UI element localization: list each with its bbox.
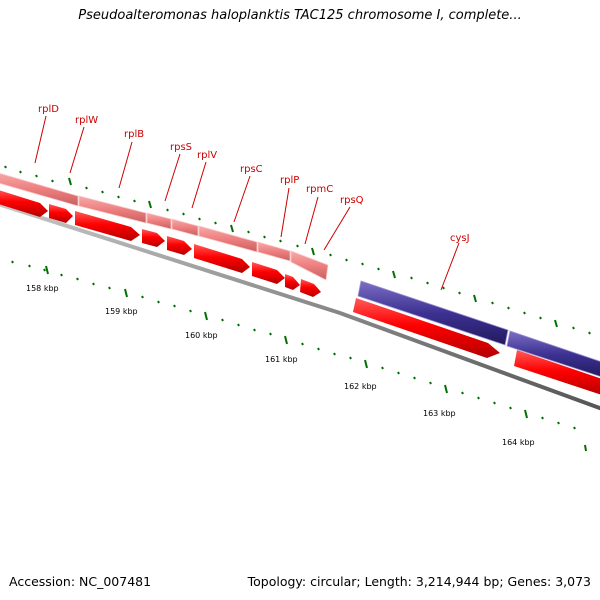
cds-arrow-track [0, 190, 600, 395]
gene-label-rplB: rplB [124, 129, 144, 140]
scale-label-163: 163 kbp [423, 409, 456, 418]
scale-ticks [11, 260, 587, 452]
scale-label-162: 162 kbp [344, 382, 377, 391]
gene-label-rplD: rplD [38, 104, 59, 115]
scale-label-159: 159 kbp [105, 307, 138, 316]
cds-arrow-5 [167, 236, 192, 255]
pink-segment-7 [290, 250, 329, 281]
cds-arrow-7 [252, 262, 285, 284]
upper-feature-track [0, 173, 600, 377]
blue-segment-1 [357, 280, 509, 346]
cds-arrow-3 [75, 211, 140, 241]
scale-label-160: 160 kbp [185, 331, 218, 340]
scale-label-161: 161 kbp [265, 355, 298, 364]
topology-summary: Topology: circular; Length: 3,214,944 bp… [247, 574, 591, 589]
gene-label-rpsQ: rpsQ [340, 195, 364, 206]
gene-label-rpsC: rpsC [240, 164, 263, 175]
scale-label-158: 158 kbp [26, 284, 59, 293]
pink-segment-1 [0, 173, 79, 207]
pink-segment-5 [198, 225, 258, 253]
gene-label-rplV: rplV [197, 150, 217, 161]
pink-segment-2 [78, 195, 147, 224]
cds-arrow-6 [194, 244, 250, 273]
scale-label-164: 164 kbp [502, 438, 535, 447]
accession-text: Accession: NC_007481 [9, 574, 152, 589]
cds-arrow-2 [49, 204, 73, 223]
pink-segment-6 [257, 241, 291, 262]
cds-arrow-1 [0, 190, 48, 217]
cds-arrow-9 [300, 279, 321, 297]
gene-label-rpmC: rpmC [306, 184, 333, 195]
gene-label-cysJ: cysJ [450, 233, 470, 244]
backbone [0, 202, 600, 411]
gene-label-rplP: rplP [280, 175, 299, 186]
pink-segment-4 [171, 218, 199, 237]
gene-labels: rplD rplW rplB rpsS rplV rpsC rplP rpmC … [34, 104, 470, 291]
cds-arrow-10 [353, 298, 500, 358]
cds-arrow-8 [285, 274, 300, 290]
upper-ticks [4, 165, 591, 335]
cds-arrow-4 [142, 229, 165, 247]
gene-label-rplW: rplW [75, 115, 98, 126]
map-title: Pseudoalteromonas haloplanktis TAC125 ch… [78, 8, 522, 23]
cds-arrow-11 [514, 350, 600, 395]
gene-label-rpsS: rpsS [170, 142, 192, 153]
pink-segment-3 [146, 212, 172, 230]
backbone-line [0, 202, 600, 411]
blue-segment-2 [506, 330, 600, 377]
scale-labels: 158 kbp 159 kbp 160 kbp 161 kbp 162 kbp … [26, 284, 535, 447]
